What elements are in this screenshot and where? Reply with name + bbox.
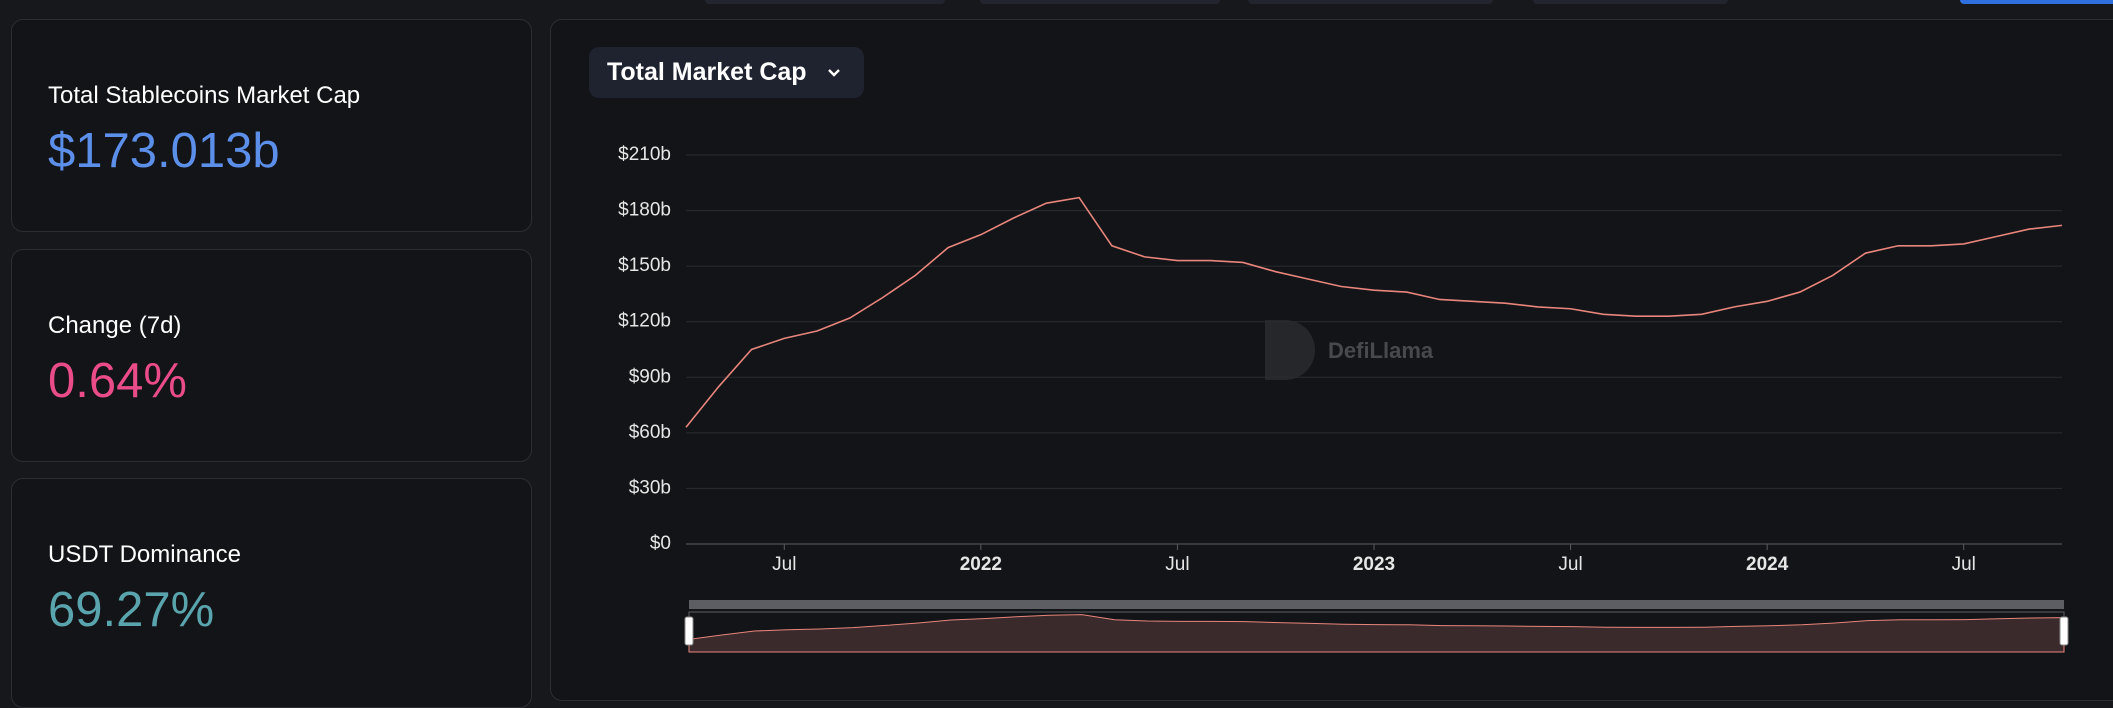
stat-title: Total Stablecoins Market Cap	[48, 82, 361, 109]
top-button[interactable]	[980, 0, 1220, 4]
y-tick-label: $30b	[629, 477, 671, 498]
stat-title: USDT Dominance	[48, 541, 241, 568]
top-button[interactable]	[705, 0, 945, 4]
chart-panel	[550, 19, 2113, 701]
x-tick-label: 2023	[1353, 554, 1395, 575]
page: Total Stablecoins Market Cap $173.013b C…	[11, 0, 2113, 708]
minimap-handle[interactable]	[2059, 616, 2069, 646]
stat-card: Total Stablecoins Market Cap $173.013b	[11, 19, 532, 232]
y-tick-label: $210b	[618, 144, 671, 165]
y-tick-label: $150b	[618, 255, 671, 276]
line	[685, 196, 2063, 428]
y-tick-label: $90b	[629, 366, 671, 387]
dropdown[interactable]: Total Market Cap	[589, 47, 864, 98]
top-button[interactable]	[1533, 0, 1728, 4]
top-button[interactable]	[1960, 0, 2113, 4]
stat-value: 69.27%	[48, 583, 215, 637]
x-tick-label: 2024	[1746, 554, 1789, 575]
x-tick-label: Jul	[772, 554, 796, 575]
watermark: DefiLlama	[1265, 320, 1434, 380]
chevron	[828, 69, 840, 77]
chart: DefiLlama $0 $30b $60b $90b $120b $150b $180b $…	[618, 144, 2069, 653]
dropdown-label: Total Market Cap	[607, 58, 807, 86]
stat-card: USDT Dominance 69.27%	[11, 478, 532, 708]
stat-title: Change (7d)	[48, 312, 182, 339]
y-tick-label: $120b	[618, 311, 671, 332]
x-tick-label: Jul	[1165, 554, 1189, 575]
stat-value: $173.013b	[48, 124, 280, 178]
minimap-bar	[689, 600, 2064, 609]
y-tick-label: $0	[650, 533, 671, 554]
x-tick-label: Jul	[1952, 554, 1976, 575]
stat-value: 0.64%	[48, 354, 187, 408]
minimap-area	[688, 614, 2065, 653]
y-tick-label: $60b	[629, 422, 671, 443]
x-tick-label: Jul	[1558, 554, 1582, 575]
stat-card: Change (7d) 0.64%	[11, 249, 532, 462]
y-tick-label: $180b	[618, 200, 671, 221]
minimap-handle[interactable]	[684, 616, 694, 646]
x-tick-label: 2022	[960, 554, 1002, 575]
top-button[interactable]	[1248, 0, 1493, 4]
watermark-text: DefiLlama	[1328, 338, 1434, 363]
